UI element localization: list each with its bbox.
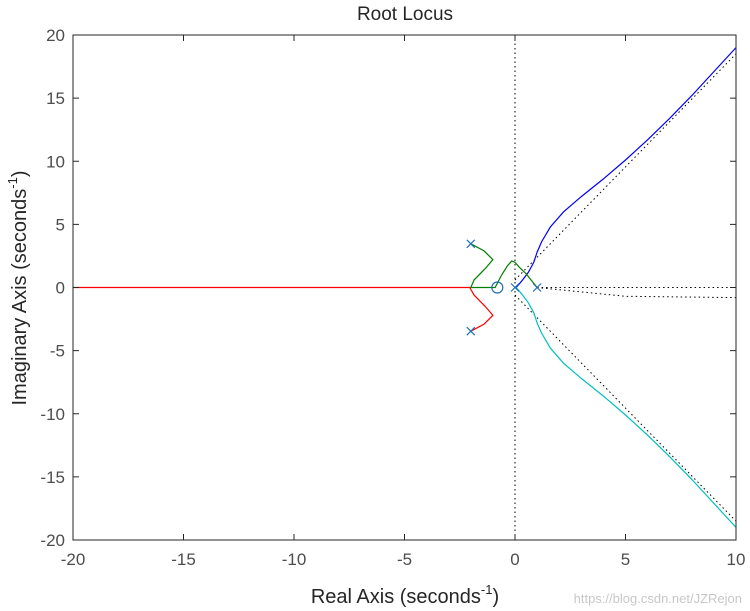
series-layer	[73, 47, 737, 528]
x-tick-label: -10	[282, 550, 307, 569]
watermark: https://blog.csdn.net/JZRejon	[574, 591, 742, 606]
pole-marker-3	[510, 283, 520, 292]
y-axis-label-exponent: -1	[5, 177, 20, 189]
zero-marker-1	[491, 281, 504, 294]
y-tick-label: 0	[56, 279, 65, 298]
asymptote-line-2	[514, 294, 737, 522]
x-tick-label: -20	[61, 550, 86, 569]
locus-branch-4	[73, 286, 494, 332]
x-axis-label: Real Axis (seconds-1)	[311, 582, 499, 608]
x-tick-label: 5	[621, 550, 630, 569]
pole-marker-4	[532, 283, 542, 292]
asymptote-line-1	[514, 53, 737, 281]
x-axis-label-exponent: -1	[481, 582, 493, 597]
locus-branch-3	[469, 243, 538, 289]
y-tick-label: 20	[46, 26, 65, 45]
chart-title: Root Locus	[357, 4, 453, 25]
pole-marker-1	[466, 239, 476, 249]
locus-branch-1	[515, 47, 737, 288]
y-axis-label: Imaginary Axis (seconds-1)	[5, 171, 31, 406]
x-tick-label: -15	[171, 550, 196, 569]
tick-layer: -20 -15 -10 -5 0 5 10 20 15 10 5 0 -5 -10 -15 -20	[40, 26, 745, 569]
asymptote-line-4	[537, 287, 737, 299]
x-tick-label: 0	[510, 550, 519, 569]
y-tick-label: 5	[56, 215, 65, 234]
x-tick-label: -5	[397, 550, 412, 569]
marker-layer	[466, 239, 542, 336]
y-tick-label: 10	[46, 152, 65, 171]
pole-marker-2	[466, 326, 476, 336]
y-tick-label: -10	[40, 405, 65, 424]
y-tick-label: -15	[40, 468, 65, 487]
x-tick-label: 10	[727, 550, 746, 569]
y-tick-label: -5	[50, 342, 65, 361]
locus-branch-2	[515, 287, 737, 528]
y-tick-label: 15	[46, 89, 65, 108]
y-tick-label: -20	[40, 531, 65, 550]
